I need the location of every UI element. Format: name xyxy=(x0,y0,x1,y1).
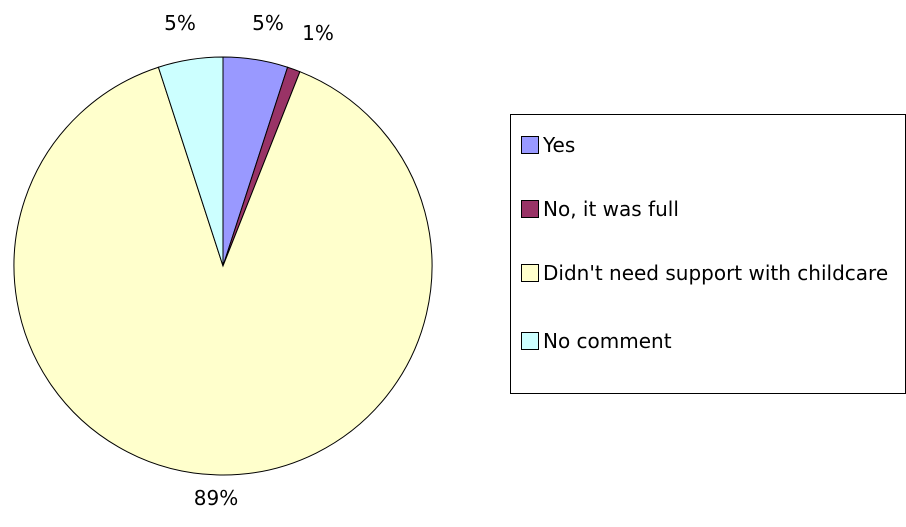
slice-value-label-3: 5% xyxy=(164,11,196,35)
legend-swatch-3 xyxy=(521,332,539,350)
legend-label-1: No, it was full xyxy=(543,197,679,221)
legend-swatch-0 xyxy=(521,136,539,154)
slice-value-label-2: 89% xyxy=(194,486,238,510)
legend-label-3: No comment xyxy=(543,329,672,353)
legend-label-0: Yes xyxy=(543,133,576,157)
pie-slice-3 xyxy=(157,56,224,267)
legend-swatch-1 xyxy=(521,200,539,218)
slice-value-label-0: 5% xyxy=(252,11,284,35)
legend: Yes No, it was full Didn't need support wi… xyxy=(510,114,906,394)
pie-slice-2 xyxy=(13,66,433,476)
legend-label-2: Didn't need support with childcare xyxy=(543,261,889,285)
legend-item-0: Yes xyxy=(521,133,903,157)
legend-swatch-2 xyxy=(521,264,539,282)
slice-value-label-1: 1% xyxy=(302,21,334,45)
legend-item-3: No comment xyxy=(521,329,903,353)
legend-item-1: No, it was full xyxy=(521,197,903,221)
legend-item-2: Didn't need support with childcare xyxy=(521,261,903,285)
